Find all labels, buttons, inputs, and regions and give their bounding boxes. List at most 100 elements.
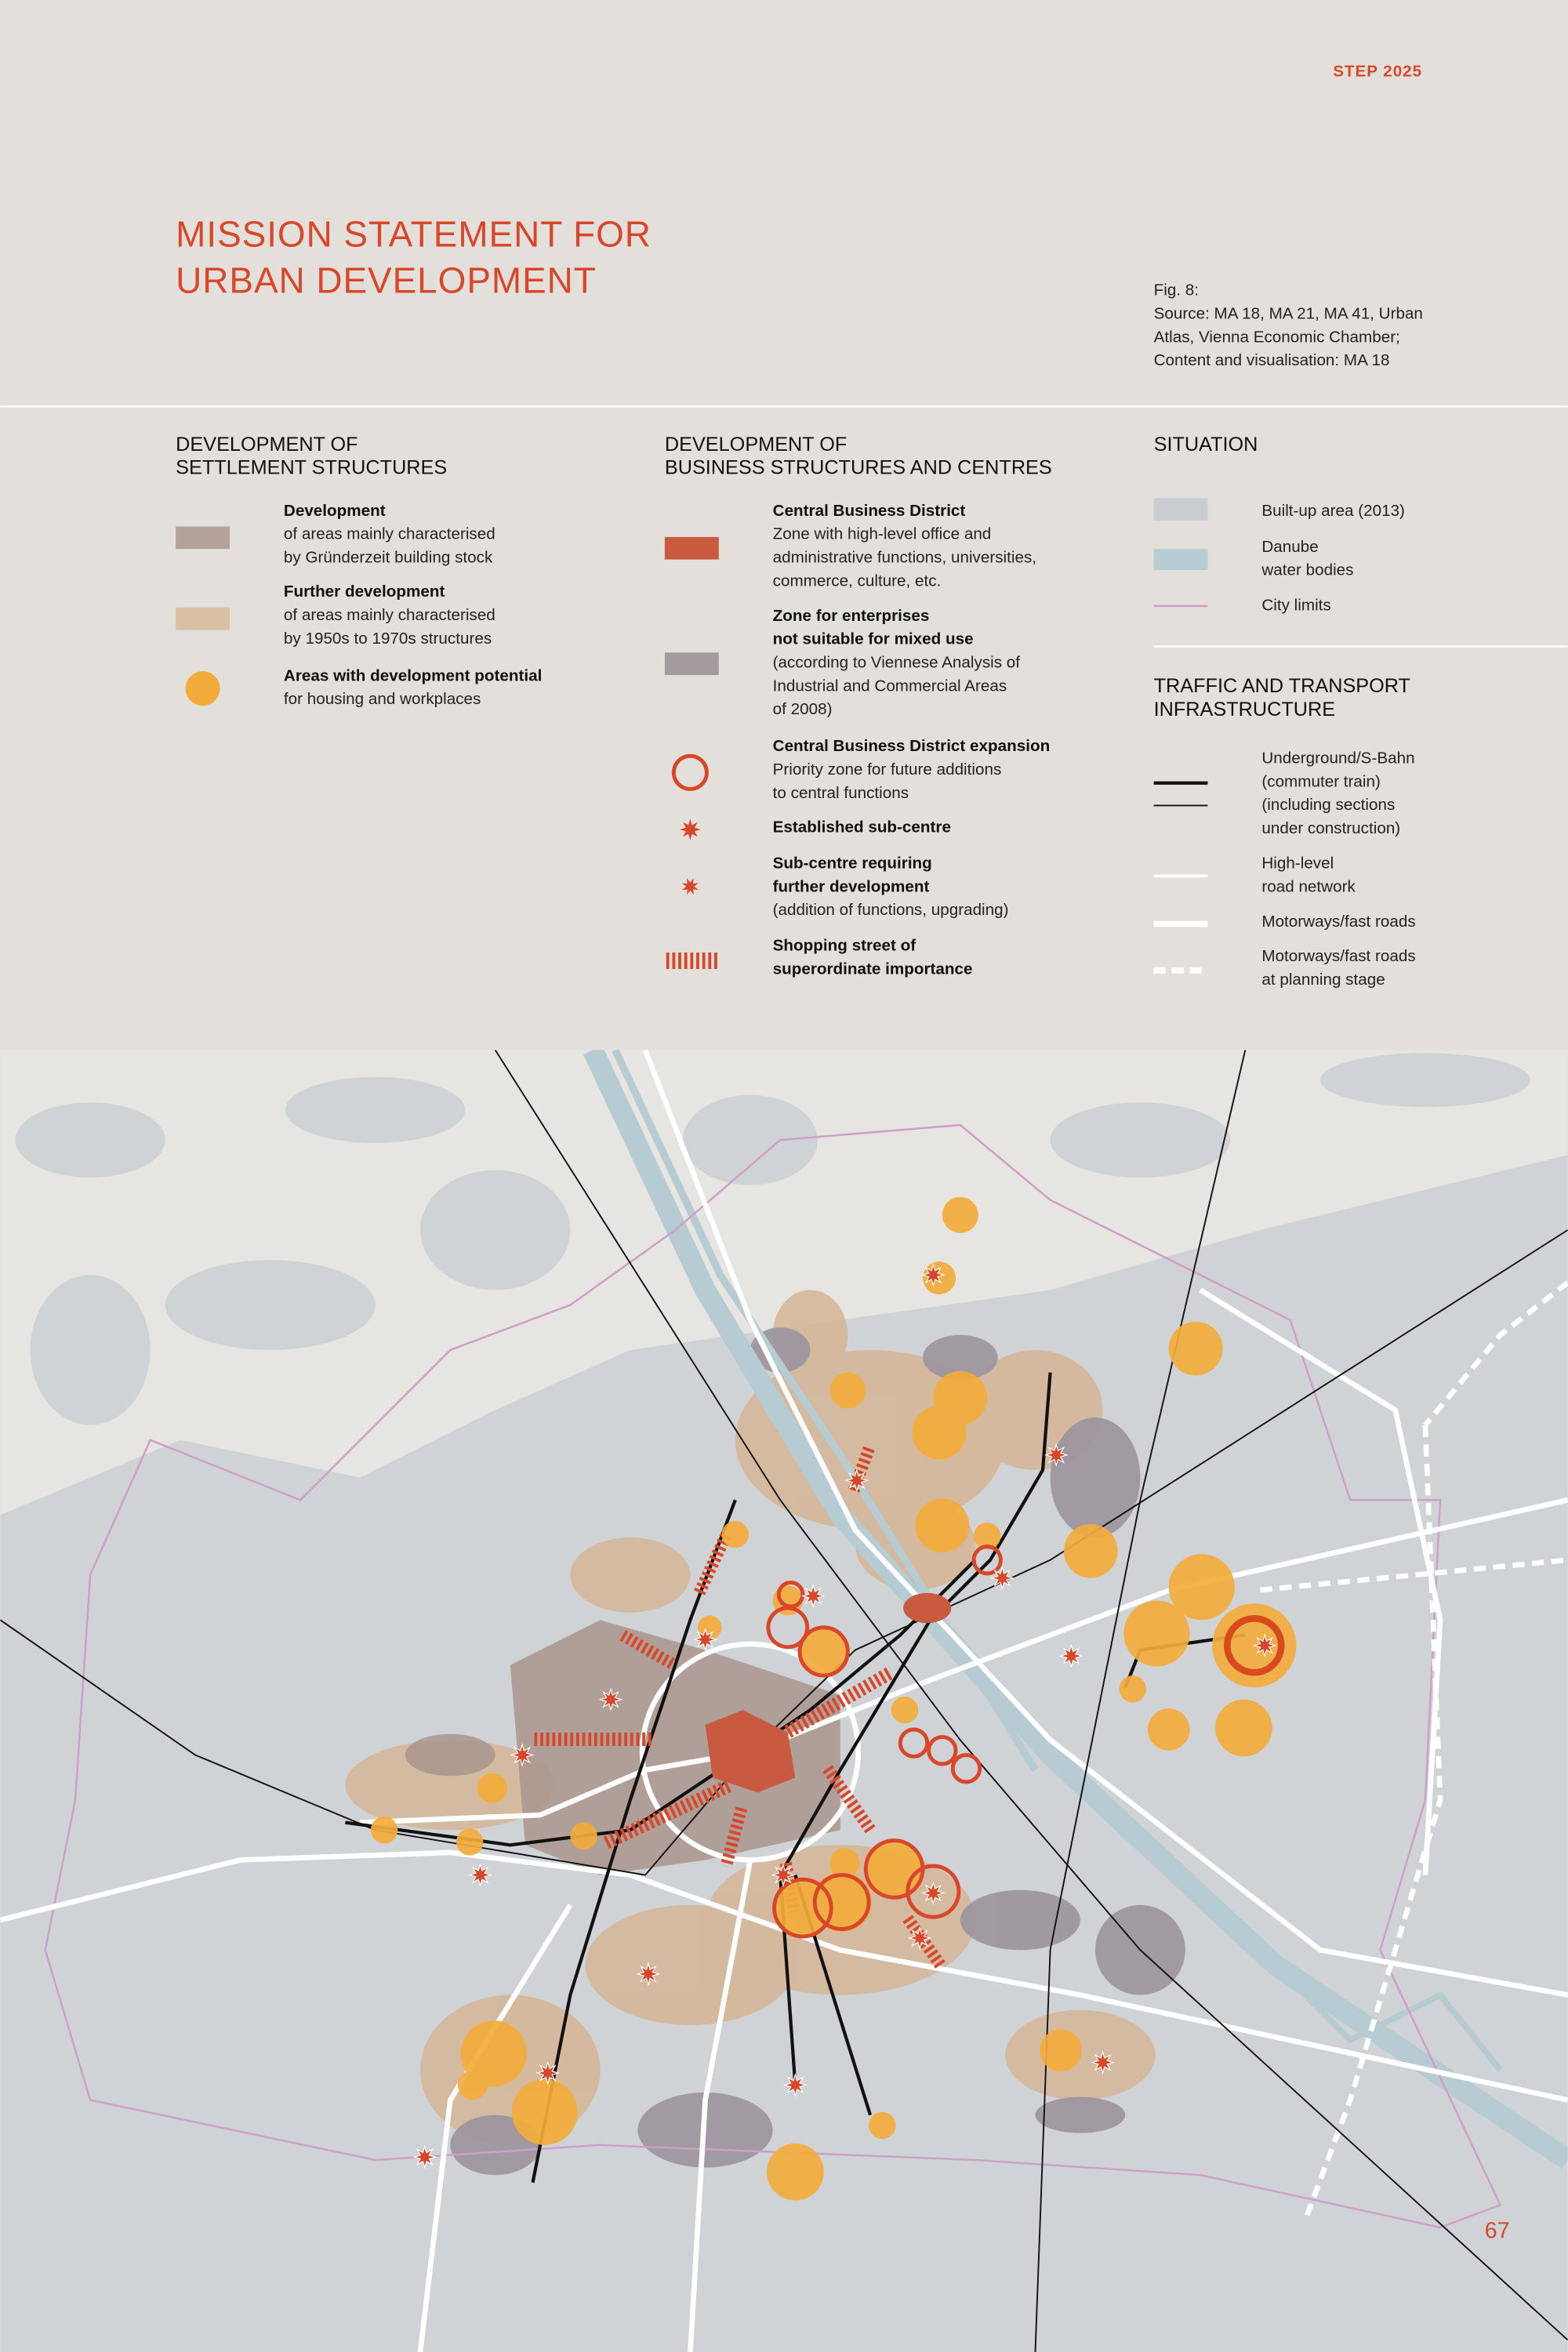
legend-item-text: for housing and workplaces (284, 690, 481, 708)
page-title: MISSION STATEMENT FOR (176, 213, 652, 254)
built-up-area (1319, 1053, 1530, 1107)
development-potential (1123, 1600, 1190, 1667)
sub-centre (510, 1743, 535, 1767)
development-potential (829, 1372, 866, 1409)
sub-centre (535, 2060, 561, 2085)
legend-item-text: (addition of functions, upgrading) (773, 901, 1009, 919)
legend-item-text: Priority zone for future additions (773, 760, 1002, 779)
legend-swatch (680, 818, 701, 840)
legend-item-text: Underground/S-Bahn (1261, 750, 1414, 768)
development-potential (922, 1261, 956, 1295)
development-potential (915, 1498, 970, 1553)
legend-swatch (664, 652, 719, 675)
shopping-street (720, 1806, 748, 1868)
development-potential (721, 1521, 750, 1548)
legend-item-title: not suitable for mixed use (773, 630, 974, 648)
rail-network (494, 1050, 1568, 2341)
sub-centre (1058, 1643, 1083, 1668)
sub-centre (771, 1863, 796, 1888)
legend-item-text: Zone with high-level office and (773, 525, 992, 543)
legend-item-text: Danube (1261, 538, 1318, 556)
page-number: 67 (1485, 2219, 1510, 2244)
legend-item-title: Central Business District (773, 502, 966, 520)
road-network (417, 1904, 573, 2352)
road-network (1423, 1280, 1568, 1427)
cbd-expansion (906, 1864, 961, 1919)
development-potential (1040, 2029, 1082, 2072)
development-potential (811, 1871, 872, 1933)
development-potential (912, 1405, 967, 1460)
sub-centre (1091, 2050, 1116, 2075)
development-potential (1063, 1523, 1118, 1578)
rail-network (0, 1229, 1568, 1876)
sub-centre (468, 1863, 493, 1888)
development-potential (1168, 1321, 1223, 1376)
gruenderzeit-area (405, 1733, 495, 1777)
danube (583, 1050, 1568, 2169)
legend-item-title: Development (284, 502, 386, 520)
legend-item-title: Further development (284, 583, 445, 601)
development-potential (974, 1522, 1001, 1550)
shopping-street (532, 1732, 653, 1747)
legend-item-text: (according to Viennese Analysis of (773, 653, 1021, 671)
legend-item-text: by Gründerzeit building stock (284, 549, 493, 567)
legend-item-text: (including sections (1261, 796, 1395, 814)
sub-centre (1044, 1443, 1069, 1468)
development-potential (829, 1848, 860, 1878)
sub-centre (1252, 1633, 1277, 1658)
cbd-expansion (927, 1735, 958, 1766)
road-network (1302, 1425, 1443, 2221)
sub-centre (920, 1881, 946, 1905)
legend-item-title: Central Business District expansion (773, 737, 1051, 755)
legend-item-text: of areas mainly characterised (284, 525, 495, 543)
development-potential (1119, 1675, 1147, 1703)
legend-swatch (1153, 549, 1208, 571)
figure-caption: Atlas, Vienna Economic Chamber; (1154, 328, 1400, 346)
legend-heading: SETTLEMENT STRUCTURES (176, 457, 447, 479)
enterprise-zone (922, 1334, 998, 1381)
sub-centre (907, 1926, 932, 1951)
legend-heading: DEVELOPMENT OF (665, 434, 847, 456)
sub-centre (989, 1566, 1014, 1591)
central-business-district (903, 1592, 952, 1624)
development-potential (370, 1816, 398, 1844)
development-potential (456, 1828, 484, 1856)
cbd-expansion (812, 1873, 871, 1931)
legend-heading: DEVELOPMENT OF (176, 434, 358, 456)
cbd-expansion (772, 1877, 833, 1939)
road-network (642, 1050, 1568, 1998)
header-background (0, 0, 1568, 1051)
shopping-street (603, 1779, 731, 1849)
built-up-area (682, 1094, 818, 1185)
cbd-expansion (776, 1581, 805, 1609)
built-up-area (30, 1275, 151, 1425)
enterprise-zone (1050, 1417, 1141, 1538)
sub-centre (800, 1584, 826, 1609)
legend-item-text: City limits (1261, 596, 1330, 614)
development-potential (942, 1196, 978, 1233)
legend-item-text: Built-up area (2013) (1261, 502, 1405, 520)
page-title: URBAN DEVELOPMENT (176, 260, 597, 301)
legend-item-title: Shopping street of (773, 937, 916, 955)
development-potential (477, 1773, 508, 1803)
legend-item-text: by 1950s to 1970s structures (284, 630, 492, 648)
enterprise-zone (1035, 2096, 1126, 2133)
legend-item-text: High-level (1261, 854, 1334, 872)
development-potential (869, 2111, 896, 2140)
rail-network (1034, 1050, 1247, 2352)
shopping-street (693, 1530, 733, 1597)
legend-item-text: to central functions (773, 784, 909, 802)
legend-swatch (671, 753, 709, 791)
road-network (1199, 1287, 1443, 1875)
development-potential (798, 1625, 850, 1678)
central-business-district (705, 1592, 952, 1793)
legend-heading: BUSINESS STRUCTURES AND CENTRES (665, 457, 1052, 479)
legend-item-text: Industrial and Commercial Areas (773, 677, 1007, 695)
legend-item-text: Motorways/fast roads (1261, 913, 1415, 931)
built-up-area (420, 1170, 571, 1290)
enterprise-zone (960, 1889, 1080, 1951)
development-potential (511, 2078, 578, 2145)
legend-item-text: administrative functions, universities, (773, 549, 1036, 567)
development-potential (1215, 1699, 1272, 1757)
danube (1272, 1962, 1503, 2072)
